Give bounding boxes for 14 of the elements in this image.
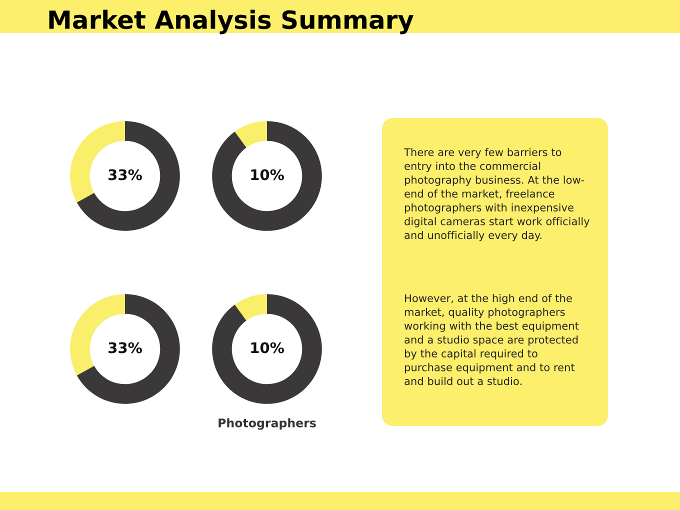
text: However, at the high end of the market, quality photographers working with the best equipment and a studio space are protected by the capital required to purchase equipment and to rent and build out a studio. [404, 294, 579, 386]
text: 33% [108, 169, 142, 180]
text: 33% [108, 342, 142, 354]
text: Photographers [218, 418, 316, 430]
donut-slice [76, 294, 180, 404]
donut-slice [234, 294, 267, 321]
text: 10% [251, 169, 284, 180]
text: There are very few barriers to entry into the commercial photography business. At the low- end of the market, freelance photographers with inexpensive digital cameras start work officially and unofficially every day. [404, 148, 590, 242]
donut-slice [212, 121, 322, 231]
donut-slice [76, 121, 180, 231]
text: Market Analysis Summary [49, 10, 414, 34]
donut-slice [234, 121, 267, 148]
donut-slice [212, 294, 322, 404]
text: 10% [251, 342, 284, 354]
